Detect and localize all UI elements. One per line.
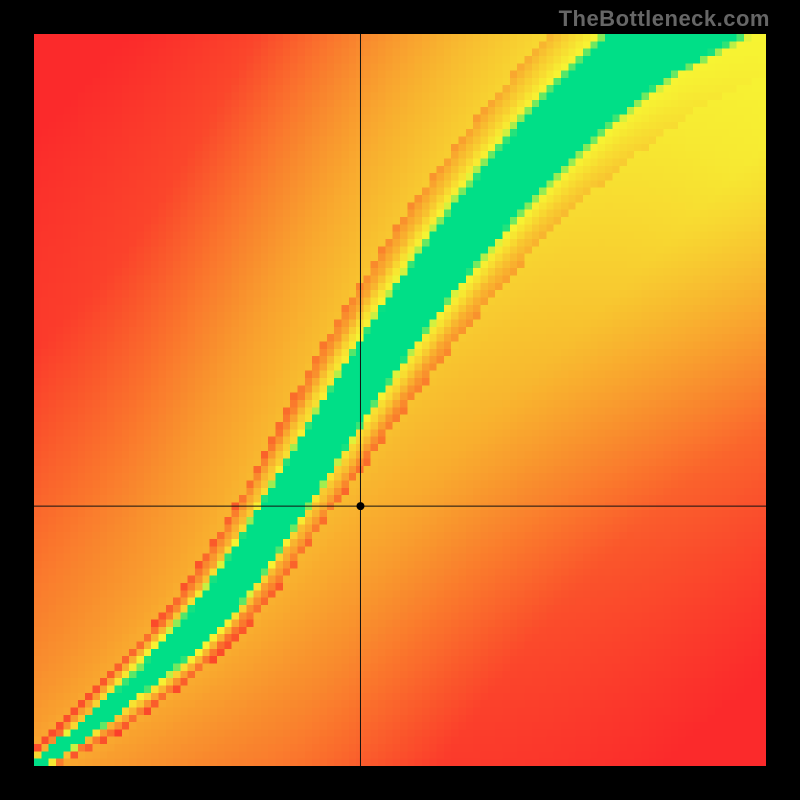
chart-frame: TheBottleneck.com <box>0 0 800 800</box>
watermark-text: TheBottleneck.com <box>559 6 770 32</box>
heatmap-canvas <box>34 34 766 766</box>
plot-area <box>34 34 766 766</box>
